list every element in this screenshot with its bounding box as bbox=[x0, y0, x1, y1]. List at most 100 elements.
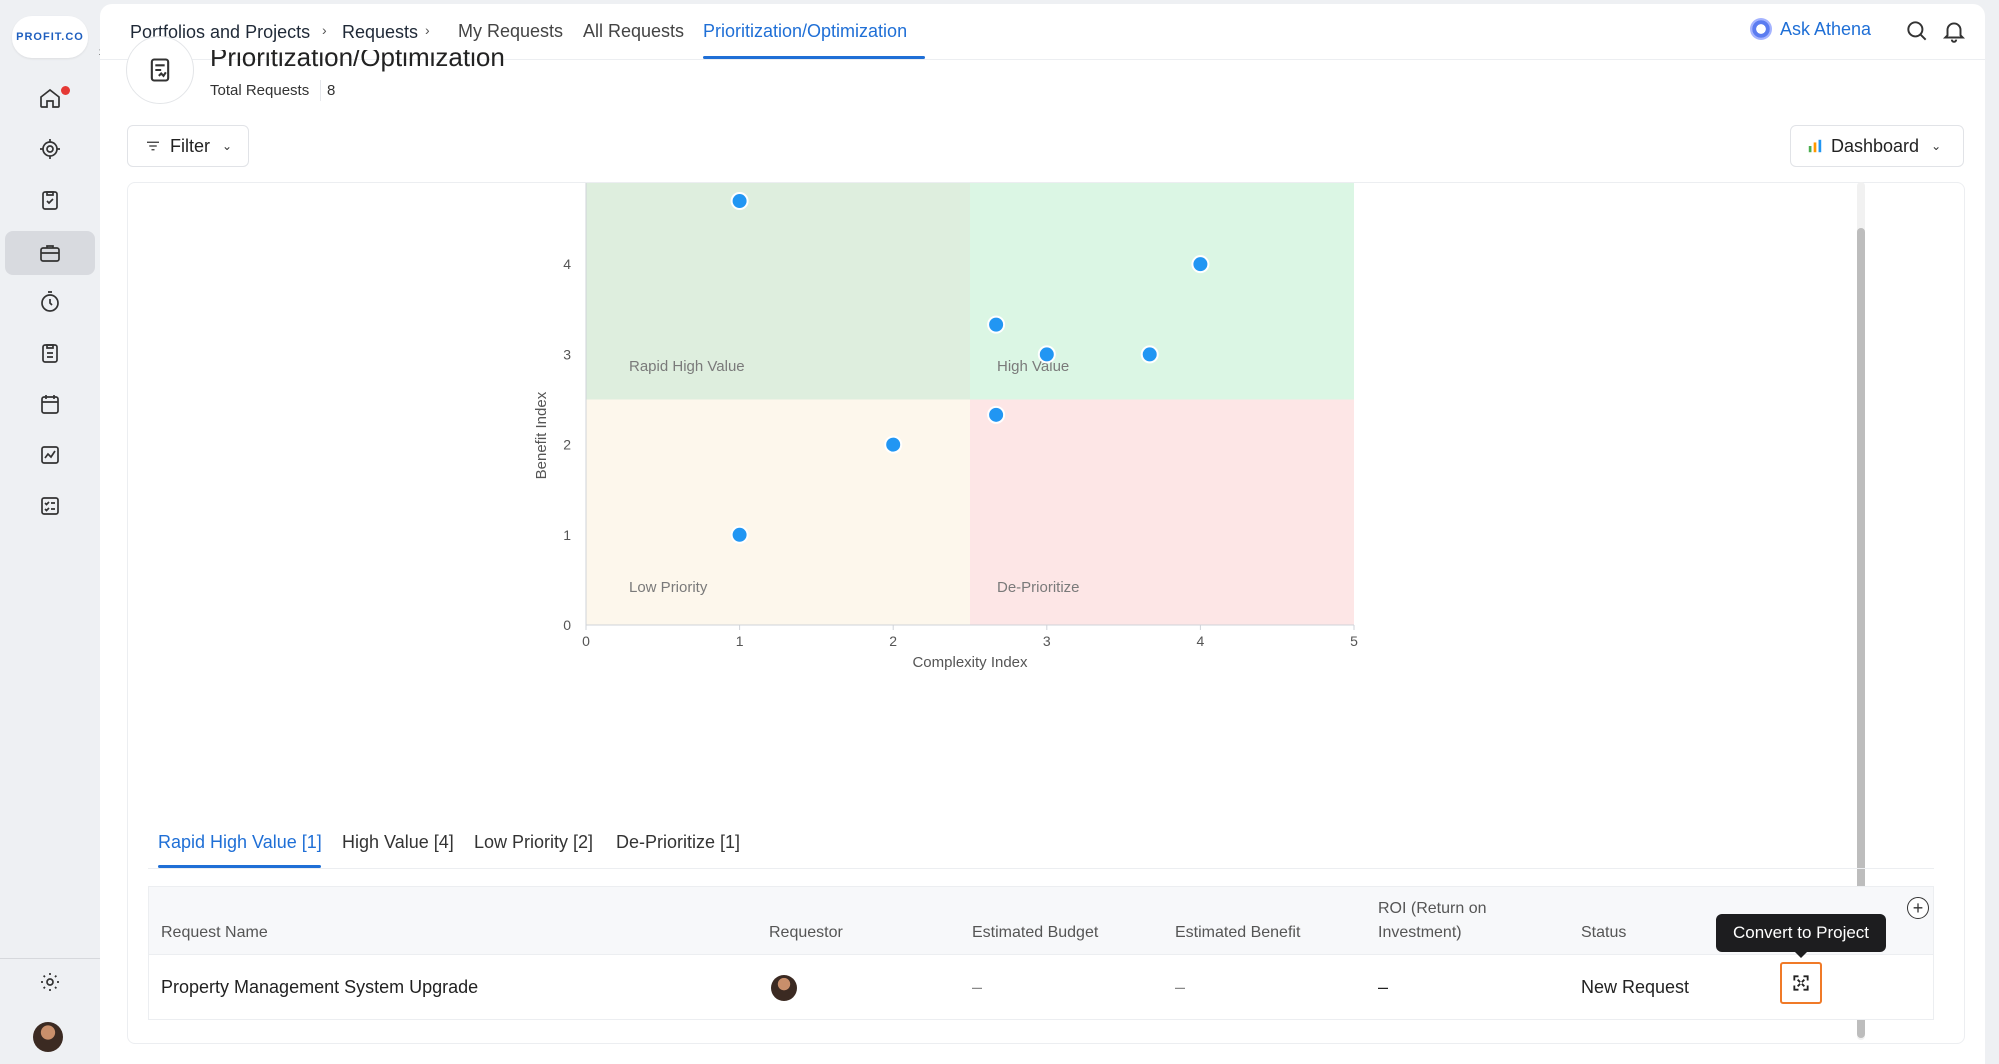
sidebar-item-home[interactable] bbox=[5, 76, 95, 120]
checklist-icon bbox=[41, 497, 59, 515]
x-tick-label: 0 bbox=[582, 633, 590, 649]
chart-line-icon bbox=[41, 446, 59, 464]
data-point[interactable] bbox=[884, 435, 903, 454]
tab-all-requests[interactable]: All Requests bbox=[583, 21, 685, 41]
data-point[interactable] bbox=[1037, 345, 1056, 364]
add-column-button[interactable]: + bbox=[1907, 897, 1929, 919]
sidebar-item-checklist[interactable] bbox=[5, 484, 95, 528]
convert-to-project-button[interactable] bbox=[1780, 962, 1822, 1004]
athena-icon bbox=[1750, 18, 1772, 40]
data-point[interactable] bbox=[987, 405, 1006, 424]
data-point[interactable] bbox=[730, 525, 749, 544]
quadrant-label: Rapid High Value bbox=[629, 358, 745, 375]
scrollbar-thumb[interactable] bbox=[1857, 228, 1865, 1038]
x-tick-label: 1 bbox=[736, 633, 744, 649]
data-point[interactable] bbox=[730, 192, 749, 211]
y-tick-label: 2 bbox=[563, 437, 571, 453]
quadrant-de-prioritize bbox=[970, 399, 1354, 625]
sidebar: PROFIT.CO › bbox=[0, 0, 103, 1064]
column-request-name[interactable]: Request Name bbox=[161, 924, 268, 941]
sidebar-item-settings[interactable] bbox=[5, 960, 95, 1004]
chevron-down-icon: ⌄ bbox=[222, 139, 233, 153]
breadcrumb-portfolios[interactable]: Portfolios and Projects bbox=[130, 22, 311, 42]
prioritization-scatter-chart: Rapid High Value High Value Low Priority De… bbox=[533, 183, 1358, 671]
top-bar: Portfolios and Projects › Requests › My … bbox=[100, 4, 1985, 60]
tab-prioritization[interactable]: Prioritization/Optimization bbox=[703, 21, 908, 41]
tab-high-value[interactable]: High Value [4] bbox=[342, 832, 454, 852]
tab-rapid-high-value[interactable]: Rapid High Value [1] bbox=[158, 832, 322, 852]
y-tick-label: 4 bbox=[563, 256, 571, 272]
ask-athena-button[interactable]: Ask Athena bbox=[1750, 18, 1871, 40]
data-point[interactable] bbox=[1191, 255, 1210, 274]
dashboard-label: Dashboard bbox=[1831, 135, 1920, 156]
sidebar-item-calendar[interactable] bbox=[5, 382, 95, 426]
estimated-benefit-cell: – bbox=[1175, 977, 1186, 997]
column-estimated-benefit[interactable]: Estimated Benefit bbox=[1175, 924, 1301, 941]
quadrant-low-priority bbox=[586, 399, 970, 625]
tabs-divider bbox=[148, 868, 1934, 869]
data-point[interactable] bbox=[1140, 345, 1159, 364]
x-tick-label: 5 bbox=[1350, 633, 1358, 649]
page-title: Prioritization/Optimization bbox=[210, 42, 505, 72]
x-tick-label: 3 bbox=[1043, 633, 1051, 649]
column-requestor[interactable]: Requestor bbox=[769, 924, 843, 941]
app-logo[interactable]: PROFIT.CO bbox=[12, 16, 88, 58]
convert-tooltip: Convert to Project bbox=[1716, 914, 1886, 958]
notification-badge bbox=[61, 86, 70, 95]
tab-my-requests[interactable]: My Requests bbox=[458, 21, 564, 41]
dashboard-view-dropdown[interactable]: Dashboard ⌄ bbox=[1790, 125, 1964, 167]
search-icon bbox=[1907, 21, 1927, 41]
quadrant-label: Low Priority bbox=[629, 579, 708, 596]
tab-de-prioritize[interactable]: De-Prioritize [1] bbox=[616, 832, 741, 852]
filter-label: Filter bbox=[170, 135, 210, 156]
table-row[interactable]: Property Management System Upgrade – – –… bbox=[148, 954, 1934, 1020]
breadcrumb-separator: › bbox=[322, 22, 327, 38]
y-tick-label: 3 bbox=[563, 346, 571, 362]
column-status[interactable]: Status bbox=[1581, 924, 1627, 941]
tab-low-priority[interactable]: Low Priority [2] bbox=[474, 832, 594, 852]
data-point[interactable] bbox=[987, 315, 1006, 334]
sidebar-item-portfolios[interactable] bbox=[5, 231, 95, 275]
active-quadrant-tab-indicator bbox=[158, 865, 321, 868]
home-icon bbox=[40, 88, 60, 108]
x-tick-label: 2 bbox=[889, 633, 897, 649]
bell-icon bbox=[1942, 22, 1966, 43]
y-tick-label: 0 bbox=[563, 617, 571, 633]
ask-athena-label: Ask Athena bbox=[1780, 18, 1872, 39]
column-roi[interactable]: ROI (Return on Investment) bbox=[1378, 900, 1487, 941]
notifications-button[interactable] bbox=[1941, 18, 1967, 44]
active-tab-indicator bbox=[703, 56, 925, 59]
total-requests-count: 8 bbox=[320, 80, 341, 101]
user-avatar[interactable] bbox=[33, 1022, 63, 1052]
sidebar-item-forms[interactable] bbox=[5, 331, 95, 375]
total-requests-label: Total Requests bbox=[210, 82, 310, 99]
briefcase-icon bbox=[40, 245, 60, 262]
requestor-avatar[interactable] bbox=[771, 975, 797, 1001]
quadrant-label: De-Prioritize bbox=[997, 579, 1080, 596]
clipboard-list-icon bbox=[42, 344, 58, 363]
sidebar-item-analytics[interactable] bbox=[5, 433, 95, 477]
plus-icon: + bbox=[1912, 898, 1924, 918]
chevron-down-icon: ⌄ bbox=[1931, 139, 1942, 153]
column-estimated-budget[interactable]: Estimated Budget bbox=[972, 924, 1099, 941]
sidebar-item-timesheet[interactable] bbox=[5, 280, 95, 324]
target-icon bbox=[40, 139, 60, 159]
sidebar-item-goals[interactable] bbox=[5, 127, 95, 171]
filter-icon bbox=[147, 141, 159, 151]
filter-button[interactable]: Filter ⌄ bbox=[127, 125, 249, 167]
bar-chart-icon bbox=[1808, 139, 1822, 153]
roi-cell: – bbox=[1378, 977, 1389, 997]
page-icon bbox=[126, 36, 194, 104]
search-button[interactable] bbox=[1904, 18, 1930, 44]
y-axis-label: Benefit Index bbox=[533, 391, 550, 479]
breadcrumb-separator: › bbox=[425, 22, 430, 38]
estimated-budget-cell: – bbox=[972, 977, 983, 997]
sidebar-divider bbox=[0, 958, 100, 959]
timer-icon bbox=[41, 291, 59, 312]
breadcrumb-requests[interactable]: Requests bbox=[342, 22, 419, 42]
sidebar-item-tasks[interactable] bbox=[5, 178, 95, 222]
table-header: Request Name Requestor Estimated Budget … bbox=[148, 886, 1934, 954]
request-document-icon bbox=[150, 58, 170, 82]
request-name-cell[interactable]: Property Management System Upgrade bbox=[161, 977, 479, 997]
status-cell: New Request bbox=[1581, 977, 1690, 997]
